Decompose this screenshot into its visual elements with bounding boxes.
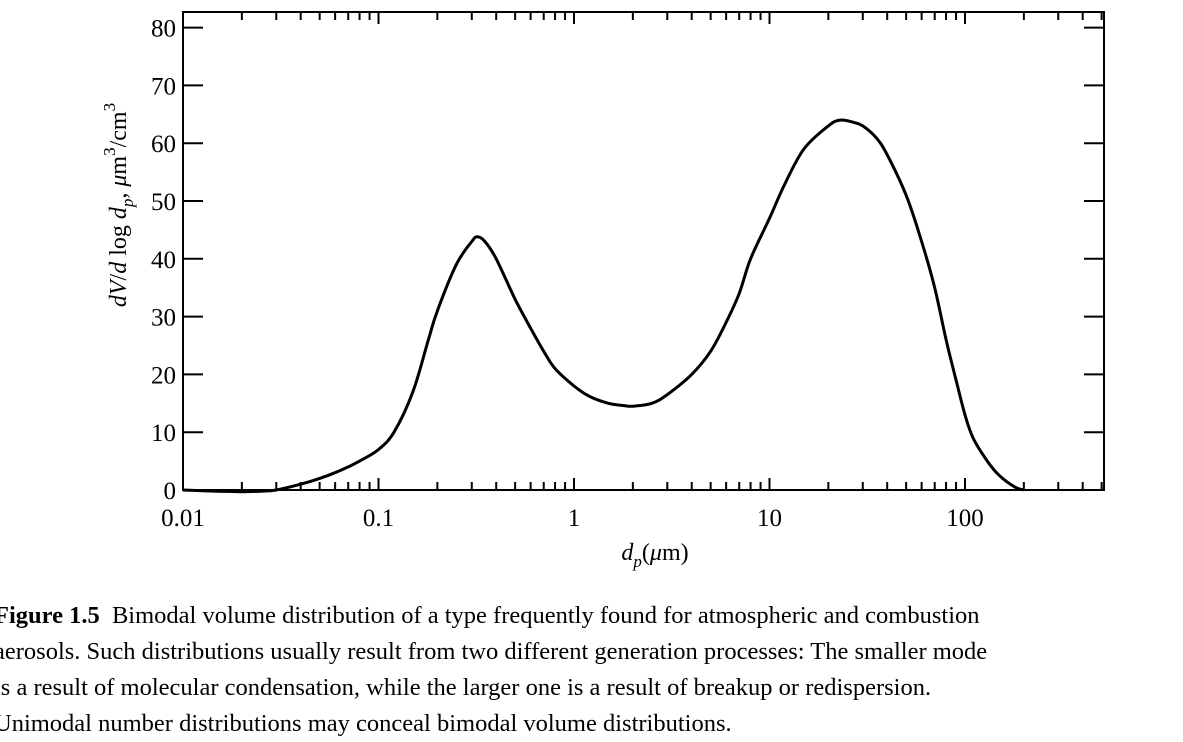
x-axis-ticks xyxy=(182,12,1103,490)
x-tick-label: 0.01 xyxy=(161,505,205,532)
figure-caption: Figure 1.5 Bimodal volume distribution o… xyxy=(0,598,1183,742)
x-tick-label: 100 xyxy=(946,505,984,532)
y-tick-label: 10 xyxy=(151,420,176,447)
plot-frame xyxy=(182,11,1105,491)
x-axis-tick-labels: 0.01 0.1 1 10 100 xyxy=(161,505,984,532)
series-line xyxy=(182,118,1025,494)
caption-line: is a result of molecular condensation, w… xyxy=(0,674,932,701)
caption-line: Unimodal number distributions may concea… xyxy=(0,710,732,737)
y-tick-label: 70 xyxy=(151,73,176,100)
y-tick-label: 60 xyxy=(151,131,176,158)
y-tick-label: 40 xyxy=(151,247,176,274)
y-tick-label: 0 xyxy=(164,478,177,505)
plot-border xyxy=(182,11,1105,491)
y-tick-label: 80 xyxy=(151,16,176,43)
chart: 0.01 0.1 1 10 100 0 10 20 30 40 50 60 70 80 dp(μm) d… xyxy=(100,11,1105,571)
caption-text: Bimodal volume distribution of a type fr… xyxy=(111,602,980,629)
x-tick-label: 10 xyxy=(757,505,782,532)
caption-line: aerosols. Such distributions usually res… xyxy=(0,638,988,665)
y-axis-label: dV/d log dp, μm3/cm3 xyxy=(100,103,137,307)
y-tick-label: 20 xyxy=(151,362,176,389)
caption-line: Figure 1.5 Bimodal volume distribution o… xyxy=(0,598,1183,634)
x-tick-label: 0.1 xyxy=(363,505,394,532)
figure-label: Figure 1.5 xyxy=(0,602,100,629)
x-axis-label: dp(μm) xyxy=(621,540,688,571)
y-axis-tick-labels: 0 10 20 30 40 50 60 70 80 xyxy=(151,16,176,505)
x-tick-label: 1 xyxy=(568,505,581,532)
y-tick-label: 30 xyxy=(151,305,176,332)
series-group xyxy=(182,118,1025,494)
y-tick-label: 50 xyxy=(151,189,176,216)
